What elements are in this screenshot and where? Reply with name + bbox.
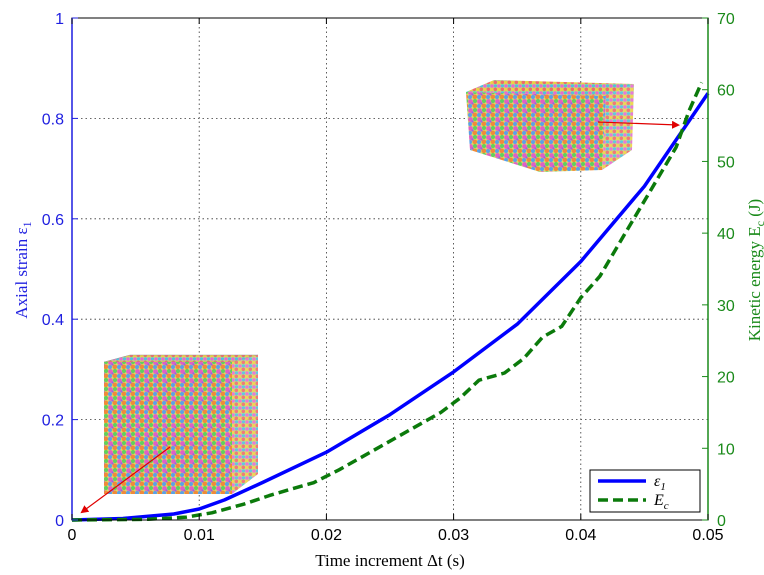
legend-box [589, 469, 701, 513]
y-tick-label: 0.2 [42, 413, 64, 430]
y-tick-label: 0.8 [42, 111, 64, 128]
y2-tick-label: 60 [717, 83, 735, 100]
x-tick-label: 0.03 [438, 527, 469, 544]
x-axis-label: Time increment Δt (s) [315, 551, 465, 570]
y2-tick-label: 0 [717, 513, 726, 530]
legend-strain-name: ε [654, 473, 661, 490]
sample-flat-image [466, 80, 634, 172]
y-tick-label: 0.4 [42, 312, 64, 329]
annotation-arrow-final [597, 120, 680, 129]
y-axis-label-text: Axial strain ε [12, 227, 31, 318]
x-tick-label: 0 [68, 527, 77, 544]
series-layer [71, 81, 710, 522]
y2-tick-label: 10 [717, 441, 735, 458]
y-axis-label-sub: 1 [20, 221, 34, 227]
x-tick-label: 0.04 [565, 527, 596, 544]
series-axial-strain-line [71, 92, 710, 522]
y2-tick-label: 70 [717, 11, 735, 28]
y2-axis-label-unit: (J) [745, 199, 764, 221]
annotation-arrow-initial [80, 446, 171, 514]
x-tick-label: 0.02 [311, 527, 342, 544]
series-kinetic-energy-line [71, 81, 704, 522]
y2-axis-label-text: Kinetic energy E [745, 226, 764, 341]
legend-energy-label: Ec [653, 492, 669, 512]
x-tick-label: 0.05 [692, 527, 723, 544]
x-tick-label: 0.01 [184, 527, 215, 544]
y-tick-label: 0.6 [42, 212, 64, 229]
y2-axis-label: Kinetic energy Ec (J) [745, 199, 764, 341]
legend-energy-name: E [653, 492, 664, 509]
y2-tick-label: 20 [717, 370, 735, 387]
ticks: 0 0.01 0.02 0.03 0.04 0.0500.20.40.60.8101020… [42, 11, 735, 544]
y-axis-label: Axial strain ε1 [12, 221, 34, 318]
legend: ε1 Ec [589, 469, 701, 513]
y2-axis-label-sub: c [753, 221, 764, 226]
legend-strain-sub: 1 [660, 481, 666, 493]
y-tick-label: 1 [55, 11, 64, 28]
y-tick-label: 0 [55, 513, 64, 530]
legend-energy-sub: c [664, 500, 669, 512]
y2-tick-label: 50 [717, 154, 735, 171]
legend-strain-label: ε1 [654, 473, 666, 493]
y2-tick-label: 40 [717, 226, 735, 243]
y2-tick-label: 30 [717, 298, 735, 315]
sample-cube-image [103, 354, 259, 494]
